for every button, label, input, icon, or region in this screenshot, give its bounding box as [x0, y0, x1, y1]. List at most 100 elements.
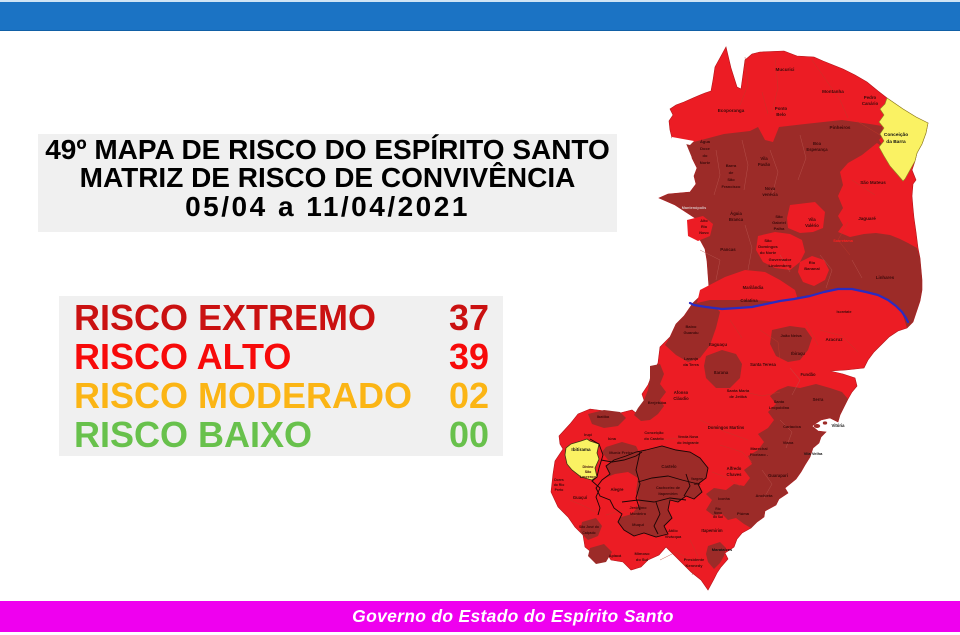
svg-text:Linhares: Linhares — [876, 275, 895, 280]
svg-text:Gabriel: Gabriel — [772, 220, 786, 225]
svg-text:Barra: Barra — [726, 163, 737, 168]
svg-text:Vargem: Vargem — [691, 477, 703, 481]
svg-text:Guandu: Guandu — [683, 330, 699, 335]
svg-text:Piúma: Piúma — [737, 511, 750, 516]
svg-text:Chaves: Chaves — [727, 472, 743, 477]
svg-text:Mimoso: Mimoso — [634, 551, 650, 556]
svg-text:São: São — [764, 238, 772, 243]
svg-text:Vila Velha: Vila Velha — [804, 451, 823, 456]
svg-text:de: de — [729, 170, 734, 175]
svg-text:Kennedy: Kennedy — [686, 563, 704, 568]
svg-text:Vitória: Vitória — [832, 423, 846, 428]
svg-text:Itaguaçu: Itaguaçu — [709, 342, 727, 347]
svg-text:São: São — [585, 470, 592, 474]
svg-text:Serra: Serra — [813, 397, 824, 402]
svg-text:Leopoldina: Leopoldina — [769, 406, 790, 410]
svg-text:Ecoporanga: Ecoporanga — [718, 108, 745, 113]
svg-text:Divino: Divino — [583, 465, 595, 469]
svg-text:Branca: Branca — [729, 217, 744, 222]
svg-text:Jerônimo: Jerônimo — [629, 506, 647, 510]
svg-text:Ibitirama: Ibitirama — [571, 447, 591, 452]
svg-text:Novo: Novo — [714, 511, 722, 515]
svg-text:Fundão: Fundão — [800, 372, 816, 377]
svg-text:Presidente: Presidente — [684, 557, 705, 562]
svg-text:Muniz Freire: Muniz Freire — [609, 450, 633, 455]
svg-text:Itapemirim: Itapemirim — [701, 528, 722, 533]
svg-text:Iúna: Iúna — [608, 437, 617, 441]
svg-text:Santa: Santa — [774, 400, 785, 404]
svg-text:do Norte: do Norte — [760, 250, 777, 255]
svg-text:Anchieta: Anchieta — [756, 493, 774, 498]
svg-text:Valério: Valério — [805, 223, 819, 228]
svg-text:venécia: venécia — [762, 192, 778, 197]
svg-text:Mantenópolis: Mantenópolis — [682, 206, 706, 210]
svg-text:Vila: Vila — [760, 156, 768, 161]
svg-text:Pancas: Pancas — [720, 247, 736, 252]
svg-text:Aracruz: Aracruz — [825, 337, 843, 342]
svg-text:Iconha: Iconha — [718, 497, 731, 501]
svg-text:Doce: Doce — [700, 146, 711, 151]
svg-text:João Neiva: João Neiva — [780, 333, 802, 338]
svg-text:do Rio: do Rio — [554, 483, 565, 487]
svg-text:Viana: Viana — [783, 440, 794, 445]
svg-text:Água: Água — [700, 139, 711, 144]
svg-text:Preto: Preto — [555, 488, 564, 492]
svg-text:Brejetuba: Brejetuba — [648, 400, 667, 405]
svg-text:Alfredo: Alfredo — [727, 466, 742, 471]
svg-text:Rio: Rio — [701, 225, 708, 229]
svg-text:Governador: Governador — [769, 257, 792, 262]
svg-text:Ibatiba: Ibatiba — [597, 415, 610, 419]
svg-text:do Castelo: do Castelo — [644, 437, 664, 441]
svg-text:Monteiro: Monteiro — [630, 512, 647, 516]
svg-text:do: do — [703, 153, 708, 158]
svg-text:do Sul: do Sul — [636, 557, 648, 562]
svg-text:Conceição: Conceição — [644, 431, 664, 435]
svg-text:Alta: Alta — [694, 482, 701, 486]
svg-text:de Jetibá: de Jetibá — [729, 394, 747, 399]
svg-text:Baixo: Baixo — [686, 324, 697, 329]
svg-text:Itarana: Itarana — [714, 370, 729, 375]
svg-text:Dores: Dores — [554, 478, 564, 482]
svg-text:Itapemirim: Itapemirim — [658, 492, 678, 496]
svg-text:Marechal: Marechal — [750, 446, 767, 451]
svg-text:Vivácqua: Vivácqua — [665, 535, 682, 539]
svg-text:Guaçuí: Guaçuí — [573, 495, 588, 500]
svg-text:Montanha: Montanha — [822, 89, 844, 94]
svg-text:São: São — [727, 177, 735, 182]
svg-text:Alto: Alto — [700, 219, 708, 223]
svg-text:Atílio: Atílio — [668, 529, 678, 533]
svg-text:Afonso: Afonso — [674, 390, 689, 395]
svg-text:Venda Nova: Venda Nova — [678, 435, 699, 439]
svg-text:Guarapari: Guarapari — [768, 473, 788, 478]
svg-text:Domingos: Domingos — [758, 244, 778, 249]
svg-text:São: São — [775, 214, 783, 219]
svg-text:Águia: Águia — [730, 211, 742, 216]
svg-text:Bananal: Bananal — [804, 266, 820, 271]
svg-text:Pavão: Pavão — [758, 162, 771, 167]
svg-text:Santa Maria: Santa Maria — [727, 388, 750, 393]
svg-text:Mucurici: Mucurici — [776, 67, 795, 72]
svg-text:Isoretate: Isoretate — [837, 310, 852, 314]
svg-text:Alegre: Alegre — [610, 487, 624, 492]
svg-text:Jaguaré: Jaguaré — [858, 216, 876, 221]
svg-text:Canário: Canário — [862, 101, 879, 106]
svg-text:Marilândia: Marilândia — [743, 285, 764, 290]
svg-text:Ibiraçu: Ibiraçu — [791, 351, 805, 356]
svg-text:Laranja: Laranja — [684, 356, 699, 361]
svg-text:Nova: Nova — [765, 186, 776, 191]
svg-text:Colatina: Colatina — [740, 298, 758, 303]
svg-text:Floriano -: Floriano - — [750, 452, 769, 457]
svg-text:Cachoeiro de: Cachoeiro de — [656, 486, 680, 490]
svg-text:Belo: Belo — [776, 112, 786, 117]
svg-text:Cariacica: Cariacica — [783, 424, 802, 429]
svg-text:Norte: Norte — [700, 160, 711, 165]
svg-text:Apiacá: Apiacá — [609, 554, 622, 558]
svg-text:Marataizes: Marataizes — [712, 547, 733, 552]
svg-text:Domingos Martins: Domingos Martins — [708, 425, 745, 430]
svg-text:Sooretama: Sooretama — [833, 239, 854, 243]
svg-text:Novo: Novo — [699, 231, 709, 235]
svg-text:Vila: Vila — [808, 217, 816, 222]
svg-text:Rio: Rio — [809, 260, 816, 265]
svg-text:Francisco: Francisco — [722, 184, 741, 189]
svg-text:Rio: Rio — [715, 507, 720, 511]
